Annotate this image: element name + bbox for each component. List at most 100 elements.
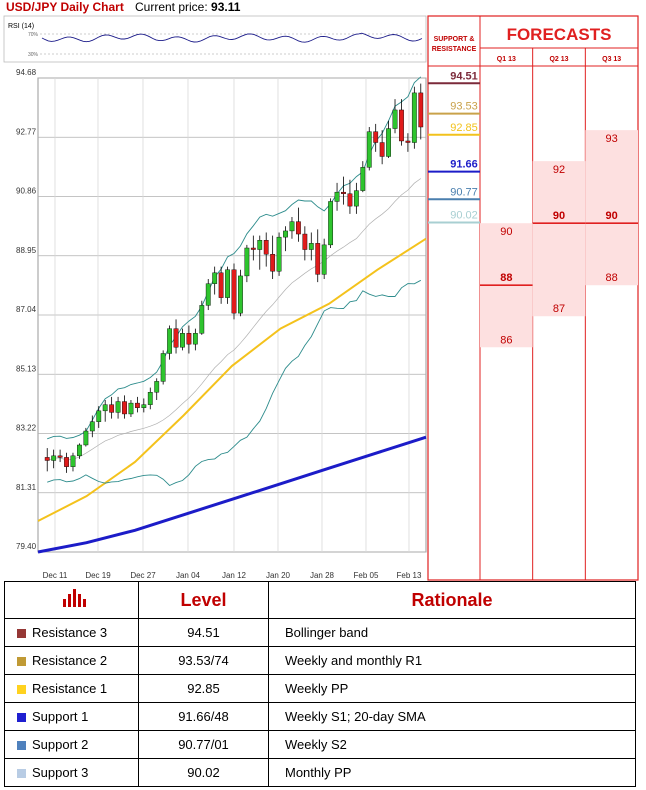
sma-50-line — [37, 237, 427, 522]
level-swatch — [17, 741, 26, 751]
current-price-value: 93.11 — [211, 0, 241, 14]
candle-body — [180, 333, 185, 348]
candle-body — [308, 243, 314, 250]
forecast-mid-label: 90 — [606, 210, 618, 222]
current-price-label: Current price: — [135, 0, 208, 14]
candle-body — [399, 109, 404, 142]
candle-body — [341, 191, 346, 194]
x-tick-label: Dec 11 — [43, 571, 68, 580]
level-value: 90.02 — [138, 758, 269, 787]
level-swatch — [17, 629, 26, 639]
level-name-cell: Resistance 1 — [4, 674, 139, 703]
candle-body — [77, 444, 82, 457]
candle-body — [302, 233, 308, 250]
candle-body — [244, 247, 250, 277]
candle-body — [70, 455, 76, 467]
rsi-line — [41, 32, 423, 43]
level-rationale: Weekly and monthly R1 — [268, 646, 636, 675]
candle-body — [57, 455, 63, 458]
forecast-low-label: 87 — [553, 303, 565, 315]
candle-body — [141, 404, 147, 408]
level-name: Support 3 — [32, 765, 89, 780]
candle-body — [83, 430, 89, 446]
level-name-cell: Support 3 — [4, 758, 139, 787]
chart-title: USD/JPY Daily Chart — [6, 0, 124, 14]
forecast-mid-label: 88 — [500, 272, 512, 284]
x-tick-label: Jan 28 — [310, 571, 335, 580]
candle-body — [418, 92, 424, 128]
table-row: Support 2 90.77/01 Weekly S2 — [4, 730, 636, 759]
candle-body — [238, 275, 243, 314]
candle-body — [128, 402, 134, 415]
sr-level-label: 90.02 — [450, 210, 478, 222]
y-tick-label: 81.31 — [16, 483, 37, 492]
y-tick-label: 94.68 — [16, 68, 37, 77]
x-tick-label: Feb 13 — [397, 571, 422, 580]
quarter-label: Q1 13 — [497, 56, 516, 63]
x-tick-label: Dec 27 — [130, 571, 156, 580]
candle-body — [64, 457, 69, 467]
forecast-low-label: 86 — [500, 334, 512, 346]
candle-body — [328, 201, 334, 246]
candle-body — [334, 191, 340, 202]
x-tick-label: Jan 12 — [222, 571, 247, 580]
y-tick-label: 87.04 — [16, 305, 37, 314]
sr-level-label: 92.85 — [450, 122, 478, 134]
forecasts-title: FORECASTS — [507, 25, 612, 44]
candle-body — [296, 221, 301, 235]
y-tick-label: 88.95 — [16, 246, 37, 255]
level-name-cell: Support 1 — [4, 702, 139, 731]
bollinger-lower-line — [47, 279, 422, 487]
y-tick-label: 79.40 — [16, 542, 37, 551]
level-name: Support 2 — [32, 737, 89, 752]
table-header-row: Level Rationale — [4, 581, 636, 619]
quarter-label: Q3 13 — [602, 56, 621, 63]
forecast-high-label: 92 — [553, 164, 565, 176]
candle-body — [205, 283, 211, 306]
candle-body — [283, 230, 288, 238]
sr-title-line2: RESISTANCE — [432, 46, 477, 53]
level-value: 92.85 — [138, 674, 269, 703]
candle-body — [257, 240, 263, 250]
current-price-line: Current price: 93.11 — [135, 0, 240, 14]
level-header: Level — [138, 581, 269, 619]
candle-body — [109, 404, 115, 413]
candle-body — [373, 131, 379, 143]
level-name: Resistance 3 — [32, 625, 108, 640]
forecast-low-label: 88 — [606, 272, 618, 284]
candle-body — [386, 128, 391, 157]
level-swatch — [17, 769, 26, 779]
candle-body — [96, 410, 102, 422]
forecast-mid-label: 90 — [553, 210, 565, 222]
rsi-panel — [3, 15, 427, 63]
level-swatch — [17, 685, 26, 695]
candle-body — [147, 392, 153, 405]
candle-body — [134, 402, 140, 408]
table-logo-cell — [4, 581, 139, 619]
forecast-high-label: 90 — [500, 226, 512, 238]
x-tick-label: Jan 20 — [266, 571, 291, 580]
levels-table: Level Rationale Resistance 3 94.51 Bolling… — [4, 581, 636, 787]
bollinger-mid-line — [47, 178, 422, 461]
candle-body — [102, 404, 108, 412]
bollinger-upper-line — [47, 76, 422, 440]
level-swatch — [17, 713, 26, 723]
table-row: Resistance 1 92.85 Weekly PP — [4, 674, 636, 703]
candle-body — [218, 272, 224, 298]
candle-body — [263, 240, 269, 255]
candle-body — [192, 333, 198, 345]
candle-body — [250, 247, 256, 250]
candle-body — [115, 401, 121, 413]
bar-chart-logo-icon — [62, 588, 86, 607]
level-value: 90.77/01 — [138, 730, 269, 759]
level-value: 94.51 — [138, 618, 269, 647]
candle-body — [44, 457, 50, 461]
candle-body — [231, 269, 237, 314]
level-name-cell: Support 2 — [4, 730, 139, 759]
level-name: Resistance 1 — [32, 681, 108, 696]
candle-body — [353, 190, 359, 207]
level-rationale: Weekly S1; 20-day SMA — [268, 702, 636, 731]
x-tick-label: Feb 05 — [354, 571, 379, 580]
forecast-range-box — [585, 130, 638, 286]
x-tick-label: Jan 04 — [176, 571, 201, 580]
